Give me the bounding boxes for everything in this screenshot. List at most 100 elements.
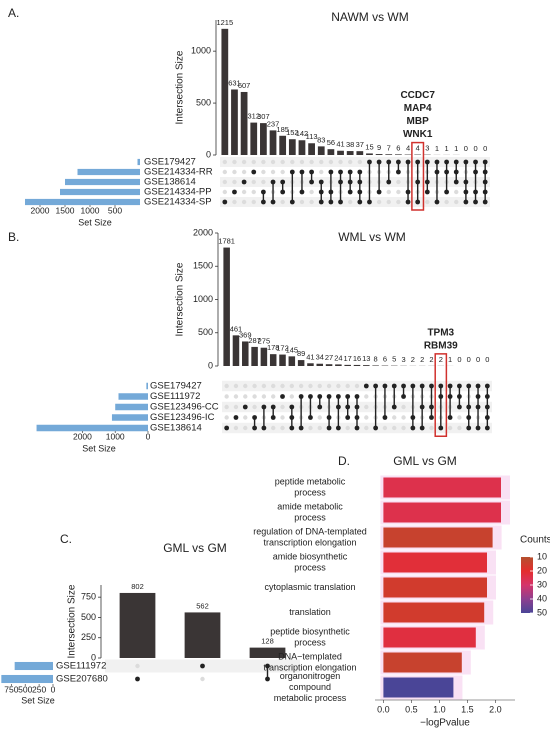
set-label: GSE111972 (150, 391, 200, 402)
matrix-dot-empty (454, 189, 459, 195)
matrix-dot-empty (429, 425, 434, 431)
matrix-dot-empty (233, 394, 239, 399)
matrix-dot (405, 189, 411, 195)
matrix-dot (434, 159, 440, 165)
matrix-dot (200, 663, 205, 669)
matrix-dot (317, 394, 323, 399)
matrix-dot-empty (364, 404, 369, 410)
matrix-dot (475, 404, 481, 410)
matrix-dot-empty (222, 179, 228, 185)
bar-value-label: 1 (448, 355, 452, 364)
bar (344, 364, 351, 366)
matrix-dot (280, 394, 285, 399)
matrix-dot (357, 179, 363, 185)
matrix-dot (386, 159, 392, 165)
y-tick-label: process (294, 487, 326, 497)
matrix-dot (289, 169, 295, 175)
legend-tick-label: 10 (537, 551, 547, 561)
matrix-dot (224, 425, 230, 431)
matrix-dot (354, 404, 360, 410)
bar-value-label: 128 (261, 637, 274, 646)
y-tick-label: transcription elongation (263, 537, 356, 547)
bar (307, 363, 314, 366)
matrix-dot-empty (261, 169, 266, 175)
set-label: GSE123496-CC (150, 402, 219, 413)
bar-value-label: 27 (325, 353, 333, 362)
bar-value-label: 307 (257, 112, 270, 121)
matrix-dot (309, 169, 315, 175)
matrix-stripe (220, 177, 490, 187)
matrix-dot (382, 415, 388, 420)
matrix-dot-empty (309, 199, 314, 205)
matrix-dot-empty (347, 199, 353, 205)
bar-value-label: 172 (276, 344, 289, 353)
set-size-bar (146, 382, 148, 390)
matrix-dot (135, 676, 140, 682)
matrix-stripe (220, 157, 490, 167)
set-size-bar (65, 178, 140, 186)
bar (316, 363, 324, 366)
matrix-dot (434, 169, 440, 175)
matrix-dot-empty (224, 415, 229, 420)
matrix-dot (466, 425, 472, 431)
matrix-dot-empty (457, 425, 462, 431)
matrix-dot-empty (290, 159, 295, 165)
matrix-dot (367, 159, 372, 165)
bar (375, 154, 383, 155)
bar-value-label: 2 (411, 355, 415, 364)
set-label: GSE207680 (56, 674, 108, 685)
matrix-dot (335, 394, 341, 399)
matrix-dot-empty (345, 383, 350, 389)
matrix-dot (347, 169, 353, 175)
bar-value-label: 287 (248, 336, 261, 345)
y-tick-label: transcription elongation (263, 662, 356, 672)
bar (288, 139, 296, 155)
bar-value-label: 34 (316, 353, 324, 362)
matrix-dot (289, 415, 295, 420)
matrix-dot (260, 199, 266, 205)
bar (317, 146, 325, 155)
bar (288, 356, 296, 366)
y-tick-label: 2000 (193, 227, 213, 237)
matrix-dot-empty (299, 159, 305, 165)
y-tick-label: process (294, 512, 326, 522)
matrix-dot (457, 404, 462, 410)
set-label: GSE138614 (150, 423, 202, 434)
matrix-dot (326, 425, 332, 431)
matrix-dot (405, 159, 411, 165)
bar-value-label: 1 (454, 144, 458, 153)
legend-tick-label: 50 (537, 607, 547, 617)
matrix-dot-empty (224, 383, 229, 389)
matrix-dot (484, 404, 490, 410)
bar-value-label: 0 (467, 355, 471, 364)
bar (223, 247, 230, 366)
bar-value-label: 0 (473, 144, 477, 153)
set-size-bar (60, 188, 140, 196)
matrix-dot (475, 383, 481, 389)
y-tick-label: 500 (81, 612, 96, 622)
matrix-dot (363, 383, 369, 389)
matrix-dot (444, 169, 450, 175)
bar-value-label: 9 (377, 143, 381, 152)
bar (221, 28, 229, 156)
matrix-dot-empty (396, 199, 401, 205)
bar-value-label: 13 (362, 354, 370, 363)
matrix-dot (347, 179, 353, 185)
matrix-dot-empty (261, 179, 266, 185)
panel-label: D. (338, 454, 350, 468)
matrix-dot (438, 394, 444, 399)
matrix-dot-empty (243, 415, 248, 420)
matrix-dot (395, 159, 401, 165)
y-tick-label: 1000 (191, 46, 211, 56)
matrix-dot (335, 425, 341, 431)
matrix-dot (382, 383, 388, 389)
panel-label: B. (8, 230, 19, 244)
set-size-tick-label: 0 (146, 431, 151, 441)
y-tick-label: peptide metabolic (275, 476, 346, 486)
set-label: GSE123496-IC (150, 412, 215, 423)
bar (366, 153, 373, 155)
matrix-dot (434, 199, 440, 205)
bar (346, 151, 354, 155)
matrix-dot-empty (364, 394, 369, 399)
matrix-dot-empty (454, 199, 459, 205)
